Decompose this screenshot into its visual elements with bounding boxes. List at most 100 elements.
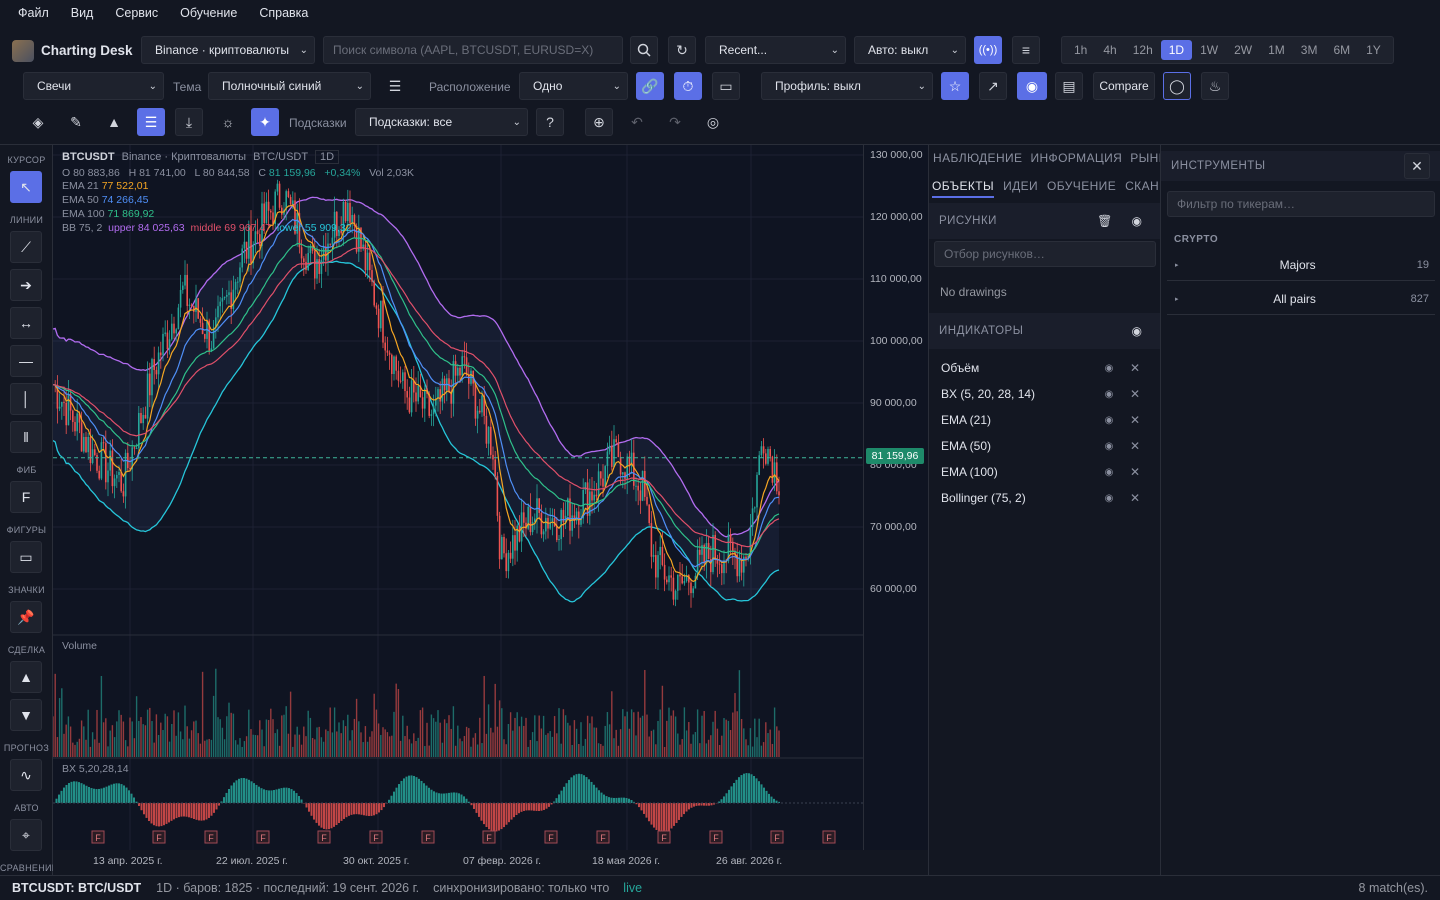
timeframe-3M[interactable]: 3M	[1300, 43, 1318, 57]
hints-select[interactable]: Подсказки: все ⌄	[355, 108, 528, 136]
broadcast-button[interactable]: ((•))	[974, 36, 1002, 64]
indicator-row[interactable]: EMA (50) ◉ ✕	[929, 433, 1160, 459]
pin-tool[interactable]: 📌	[10, 601, 42, 633]
long-position-tool[interactable]: ▲	[10, 661, 42, 693]
timeframe-6M[interactable]: 6M	[1333, 43, 1351, 57]
timeframe-1W[interactable]: 1W	[1200, 43, 1219, 57]
favorite-button[interactable]: ☆	[941, 72, 969, 100]
line-chart-button[interactable]: ↗	[979, 72, 1007, 100]
eye-icon[interactable]: ◉	[1131, 324, 1143, 338]
sparkle-button[interactable]: ✦	[251, 108, 279, 136]
layers-button[interactable]: ◈	[24, 108, 52, 136]
parallel-channel-tool[interactable]: ‖	[10, 421, 42, 453]
indicator-row[interactable]: BX (5, 20, 28, 14) ◉ ✕	[929, 381, 1160, 407]
trash-icon[interactable]: 🗑	[1097, 214, 1113, 228]
edit-button[interactable]: ✎	[62, 108, 90, 136]
cursor-tool[interactable]: ↖	[10, 171, 42, 203]
visibility-icon[interactable]: ◉	[1104, 466, 1114, 478]
alert-button[interactable]: ♨	[1201, 72, 1229, 100]
visibility-icon[interactable]: ◉	[1104, 492, 1114, 504]
visibility-icon[interactable]: ◉	[1104, 388, 1114, 400]
horizontal-line-tool[interactable]: —	[10, 345, 42, 377]
monitor-button[interactable]: ▭	[712, 72, 740, 100]
eye-button[interactable]: ◉	[1017, 72, 1047, 100]
timeframe-12h[interactable]: 12h	[1132, 43, 1153, 57]
tab-watchlist[interactable]: НАБЛЮДЕНИЕ	[933, 151, 1023, 165]
timeframe-2W[interactable]: 2W	[1234, 43, 1253, 57]
menu-service[interactable]: Сервис	[115, 6, 159, 20]
trendline-tool[interactable]: ⟋	[10, 231, 42, 263]
menu-learning[interactable]: Обучение	[180, 6, 238, 20]
tab-info[interactable]: ИНФОРМАЦИЯ	[1030, 151, 1123, 165]
time-axis[interactable]: 13 апр. 2025 г. 22 июл. 2025 г. 30 окт. 20…	[53, 850, 863, 874]
remove-icon[interactable]: ✕	[1129, 491, 1141, 505]
instrument-group-all-pairs[interactable]: ▸ All pairs 827	[1167, 283, 1435, 315]
instrument-group-majors[interactable]: ▸ Majors 19	[1167, 249, 1435, 281]
playlist-add-button[interactable]: ≡	[1012, 36, 1040, 64]
indicator-row[interactable]: Bollinger (75, 2) ◉ ✕	[929, 485, 1160, 511]
visibility-icon[interactable]: ◉	[1104, 440, 1114, 452]
profile-select[interactable]: Профиль: выкл ⌄	[761, 72, 933, 100]
timer-button[interactable]: ⏱	[674, 72, 702, 100]
sliders-button[interactable]: ☰	[381, 72, 409, 100]
symbol-search-input[interactable]: Поиск символа (AAPL, BTCUSDT, EURUSD=X)	[323, 36, 623, 64]
indicator-row[interactable]: EMA (100) ◉ ✕	[929, 459, 1160, 485]
short-position-tool[interactable]: ▼	[10, 699, 42, 731]
theme-select[interactable]: Полночный синий ⌄	[208, 72, 371, 100]
chart-area[interactable]: F F F F F F F F F F F F F F BTCUSDT Binance · Криптов…	[53, 145, 863, 850]
visibility-icon[interactable]: ◉	[1104, 414, 1114, 426]
menu-help[interactable]: Справка	[259, 6, 309, 20]
timeframe-1Y[interactable]: 1Y	[1366, 43, 1381, 57]
remove-icon[interactable]: ✕	[1129, 361, 1141, 375]
auto-crop-tool[interactable]: ⌖	[10, 819, 42, 851]
drawings-filter-input[interactable]: Отбор рисунков…	[934, 241, 1156, 267]
record-button[interactable]: ◎	[699, 108, 727, 136]
rectangle-tool[interactable]: ▭	[10, 541, 42, 573]
help-button[interactable]: ?	[536, 108, 564, 136]
close-icon[interactable]: ✕	[1404, 153, 1430, 179]
layout-select[interactable]: Одно ⌄	[519, 72, 628, 100]
stack-button[interactable]: ▤	[1055, 72, 1083, 100]
indicator-row[interactable]: EMA (21) ◉ ✕	[929, 407, 1160, 433]
eye-icon[interactable]: ◉	[1131, 214, 1143, 228]
compare-button[interactable]: Compare	[1093, 72, 1155, 100]
recent-select[interactable]: Recent... ⌄	[705, 36, 846, 64]
remove-icon[interactable]: ✕	[1129, 387, 1141, 401]
auto-select[interactable]: Авто: выкл ⌄	[854, 36, 966, 64]
menu-file[interactable]: Файл	[18, 6, 49, 20]
timeframe-1h[interactable]: 1h	[1074, 43, 1088, 57]
learn-button[interactable]: ▲	[100, 108, 128, 136]
indicator-row[interactable]: Объём ◉ ✕	[929, 355, 1160, 381]
list-button[interactable]: ☰	[137, 108, 165, 136]
tab-ideas[interactable]: ИДЕИ	[1003, 179, 1039, 193]
ticker-filter-input[interactable]: Фильтр по тикерам…	[1167, 191, 1435, 217]
price-axis[interactable]: 130 000,00 120 000,00 110 000,00 100 000,00…	[863, 145, 928, 850]
fib-tool[interactable]: F	[10, 481, 42, 513]
refresh-button[interactable]: ↻	[668, 36, 696, 64]
extended-line-tool[interactable]: ↔	[10, 307, 42, 339]
remove-icon[interactable]: ✕	[1129, 439, 1141, 453]
remove-icon[interactable]: ✕	[1129, 413, 1141, 427]
timeframe-4h[interactable]: 4h	[1103, 43, 1117, 57]
crosshair-button[interactable]: ⊕	[585, 108, 613, 136]
undo-button[interactable]: ↶	[623, 108, 651, 136]
tab-learning[interactable]: ОБУЧЕНИЕ	[1047, 179, 1117, 193]
link-button[interactable]: 🔗	[636, 72, 664, 100]
visibility-icon[interactable]: ◉	[1104, 362, 1114, 374]
search-button[interactable]	[630, 36, 658, 64]
lightbulb-button[interactable]: ◯	[1163, 72, 1191, 100]
forecast-tool[interactable]: ∿	[10, 759, 42, 791]
sun-button[interactable]: ☼	[214, 108, 242, 136]
chart-type-select[interactable]: Свечи ⌄	[23, 72, 164, 100]
menu-view[interactable]: Вид	[70, 6, 94, 20]
timeframe-1D[interactable]: 1D	[1160, 40, 1193, 60]
tab-objects[interactable]: ОБЪЕКТЫ	[932, 179, 995, 198]
download-button[interactable]: ⤓	[175, 108, 203, 136]
exchange-select[interactable]: Binance · криптовалюты ⌄	[141, 36, 315, 64]
ray-tool[interactable]: ➔	[10, 269, 42, 301]
timeframe-1M[interactable]: 1M	[1268, 43, 1285, 57]
vertical-line-tool[interactable]: │	[10, 383, 42, 415]
redo-button[interactable]: ↷	[661, 108, 689, 136]
remove-icon[interactable]: ✕	[1129, 465, 1141, 479]
